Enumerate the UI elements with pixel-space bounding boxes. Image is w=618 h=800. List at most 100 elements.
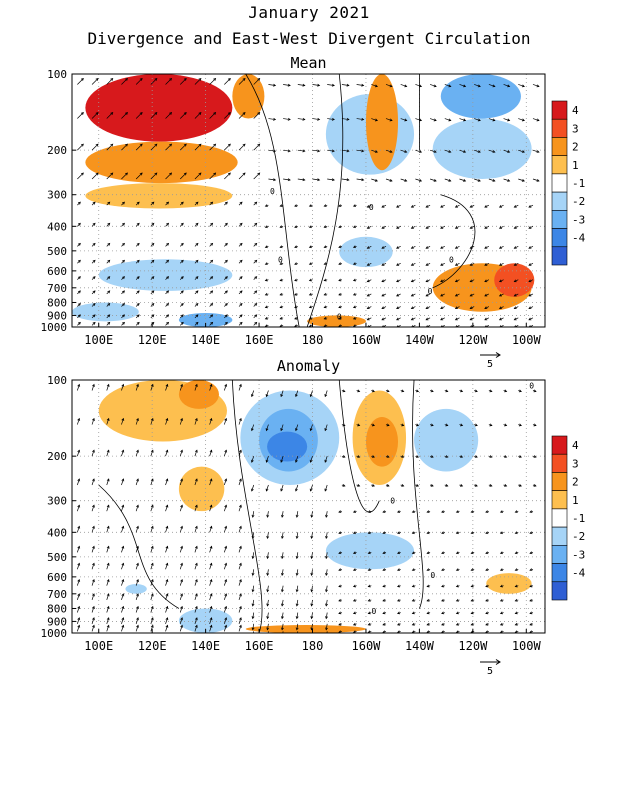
wind-vector — [488, 118, 495, 121]
wind-vector-head — [239, 525, 242, 529]
colorbar-box — [551, 545, 568, 564]
wind-vector — [223, 625, 227, 632]
wind-vector — [238, 78, 246, 85]
wind-vector-head — [310, 555, 314, 560]
wind-vector-head — [528, 246, 532, 249]
wind-vector-head — [273, 83, 277, 87]
colorbar-box — [551, 563, 568, 583]
wind-vector-head — [485, 568, 489, 572]
wind-vector-head — [254, 276, 258, 280]
wind-vector — [253, 631, 255, 633]
zero-contour-line — [338, 380, 380, 513]
wind-vector — [252, 552, 255, 559]
wind-vector — [150, 384, 154, 391]
wind-vector-head — [338, 568, 342, 572]
wind-vector-head — [251, 603, 255, 607]
wind-vector-head — [180, 525, 183, 529]
wind-vector-head — [498, 263, 502, 266]
wind-vector-head — [92, 617, 95, 621]
wind-vector-head — [210, 303, 214, 306]
wind-vector-head — [470, 531, 474, 535]
wind-vector-head — [357, 455, 361, 458]
wind-vector-head — [295, 589, 299, 593]
wind-vector-head — [165, 525, 169, 529]
wind-vector-head — [279, 305, 283, 309]
wind-vector-head — [77, 605, 81, 609]
wind-vector — [121, 450, 124, 457]
colorbar-label: 3 — [572, 122, 579, 135]
colorbar-box — [551, 581, 568, 601]
wind-vector-head — [441, 531, 445, 535]
wind-vector-head — [445, 389, 449, 393]
wind-vector — [499, 204, 504, 208]
wind-vector — [488, 84, 495, 87]
wind-vector-head — [180, 290, 184, 294]
wind-vector-head — [121, 449, 125, 453]
colorbar-label: -3 — [572, 548, 585, 561]
wind-vector-head — [209, 593, 213, 597]
y-tick-label: 200 — [47, 144, 67, 157]
wind-vector — [429, 149, 437, 153]
wind-vector-head — [210, 259, 214, 263]
wind-vector — [121, 617, 124, 624]
wind-vector-head — [489, 483, 493, 487]
wind-vector — [311, 532, 313, 539]
wind-vector — [121, 172, 128, 180]
wind-vector — [238, 172, 246, 180]
plot-area: 0 0 0 0 — [72, 380, 545, 633]
wind-vector-head — [374, 118, 378, 122]
wind-vector — [484, 306, 490, 309]
wind-vector — [121, 579, 124, 586]
wind-vector-head — [77, 617, 81, 621]
wind-vector-head — [121, 562, 125, 566]
wind-vector-head — [165, 562, 169, 566]
wind-vector-head — [352, 278, 357, 282]
wind-vector — [528, 262, 534, 266]
wind-vector-head — [294, 225, 298, 229]
wind-vector-head — [194, 605, 198, 609]
wind-vector — [484, 262, 490, 266]
y-tick-label: 200 — [47, 450, 67, 463]
wind-vector-head — [484, 205, 488, 208]
wind-vector — [179, 172, 187, 180]
wind-vector-head — [254, 201, 258, 205]
wind-vector-head — [295, 514, 299, 518]
wind-vector-head — [382, 584, 386, 588]
wind-vector — [400, 118, 407, 121]
wind-vector — [179, 450, 183, 457]
wind-vector-head — [371, 483, 375, 487]
wind-vector — [179, 526, 183, 533]
wind-vector — [532, 118, 540, 121]
wind-vector-head — [411, 510, 415, 513]
wind-vector-head — [92, 624, 95, 628]
wind-vector — [91, 505, 95, 512]
wind-vector — [267, 532, 269, 539]
wind-vector — [396, 317, 401, 321]
wind-vector-head — [254, 290, 258, 294]
wind-vector-head — [504, 389, 508, 393]
wind-vector-head — [470, 551, 474, 555]
wind-vector-head — [151, 259, 155, 263]
wind-vector — [528, 306, 534, 309]
wind-vector-head — [433, 150, 437, 153]
wind-vector — [325, 612, 328, 619]
wind-vector-head — [410, 279, 414, 283]
wind-vector — [312, 118, 320, 120]
wind-vector — [310, 424, 313, 431]
wind-vector-head — [338, 278, 342, 282]
colorbar-box — [551, 118, 568, 138]
wind-vector-head — [287, 83, 291, 87]
wind-vector — [77, 563, 80, 570]
wind-vector-head — [338, 622, 342, 626]
wind-vector — [455, 226, 460, 229]
wind-vector — [381, 262, 387, 266]
colorbar-label: -4 — [572, 232, 586, 245]
wind-vector-head — [136, 259, 140, 263]
wind-vector — [367, 204, 372, 208]
wind-vector — [194, 450, 198, 457]
wind-vector-head — [224, 222, 228, 226]
wind-vector-head — [266, 572, 270, 577]
wind-vector-head — [122, 290, 125, 294]
wind-vector — [194, 505, 198, 512]
wind-vector-head — [295, 555, 299, 560]
